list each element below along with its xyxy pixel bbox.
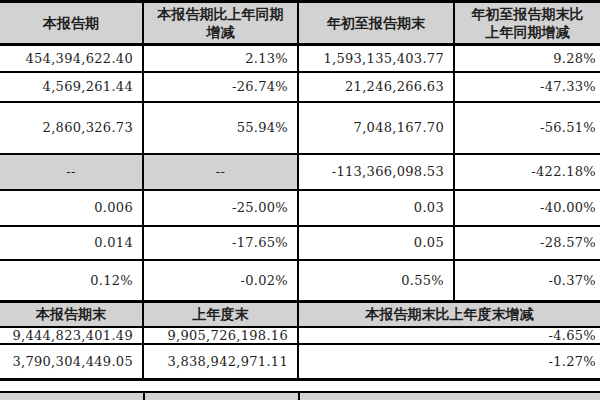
table-cell: 2,860,326.73 — [0, 102, 143, 154]
table-cell: 0.014 — [0, 226, 143, 260]
column-header-period-end: 本报告期末 — [0, 302, 143, 327]
table-cell: -0.37% — [454, 260, 600, 302]
table-cell: 0.006 — [0, 190, 143, 226]
column-header-current-period: 本报告期 — [0, 2, 143, 45]
table-row: 0.006 -25.00% 0.03 -40.00% — [0, 190, 600, 226]
table-cell: -17.65% — [143, 226, 298, 260]
table-cell: 3,790,304,449.05 — [0, 344, 143, 380]
table-cell: 9,444,823,401.49 — [0, 327, 143, 344]
column-header-ytd-yoy-change: 年初至报告期末比上年同期增减 — [454, 2, 600, 45]
table-row: 4,569,261.44 -26.74% 21,246,266.63 -47.3… — [0, 72, 600, 102]
table-row: 0.014 -17.65% 0.05 -28.57% — [0, 226, 600, 260]
table-cell: 1,593,135,403.77 — [298, 45, 454, 72]
results-table: 本报告期 本报告期比上年同期增减 年初至报告期末 年初至报告期末比上年同期增减 … — [0, 0, 600, 381]
table-cell: 3,838,942,971.11 — [143, 344, 298, 380]
table-cell: -1.27% — [298, 344, 600, 380]
table-cell: -56.51% — [454, 102, 600, 154]
table-cell: 9,905,726,198.16 — [143, 327, 298, 344]
table-cell: -40.00% — [454, 190, 600, 226]
table-cell: 0.05 — [298, 226, 454, 260]
table-row: 0.12% -0.02% 0.55% -0.37% — [0, 260, 600, 302]
table-cell: 9.28% — [454, 45, 600, 72]
table-cell: 2.13% — [143, 45, 298, 72]
table-cell: -113,366,098.53 — [298, 154, 454, 190]
section2-header-row: 本报告期末 上年度末 本报告期末比上年度末增减 — [0, 302, 600, 327]
table-cell: -0.02% — [143, 260, 298, 302]
table-cell: -25.00% — [143, 190, 298, 226]
table-cell-placeholder: -- — [0, 154, 143, 190]
table-cell-placeholder: -- — [143, 154, 298, 190]
table-cell: 0.03 — [298, 190, 454, 226]
column-header-period-yoy-change: 本报告期比上年同期增减 — [143, 2, 298, 45]
column-divider — [143, 393, 145, 400]
table-cell: 21,246,266.63 — [298, 72, 454, 102]
column-header-prior-year-end: 上年度末 — [143, 302, 298, 327]
column-header-ytd: 年初至报告期末 — [298, 2, 454, 45]
table-row: 3,790,304,449.05 3,838,942,971.11 -1.27% — [0, 344, 600, 380]
table-cell: 55.94% — [143, 102, 298, 154]
section1-header-row: 本报告期 本报告期比上年同期增减 年初至报告期末 年初至报告期末比上年同期增减 — [0, 2, 600, 45]
table-cell: -47.33% — [454, 72, 600, 102]
table-cell: 4,569,261.44 — [0, 72, 143, 102]
table-cell: 0.12% — [0, 260, 143, 302]
table-cell: -26.74% — [143, 72, 298, 102]
table-cell: -28.57% — [454, 226, 600, 260]
next-row-cutoff-strip — [0, 391, 600, 400]
table-cell: 0.55% — [298, 260, 454, 302]
table-row: 9,444,823,401.49 9,905,726,198.16 -4.65% — [0, 327, 600, 344]
table-cell: 454,394,622.40 — [0, 45, 143, 72]
table-row: -- -- -113,366,098.53 -422.18% — [0, 154, 600, 190]
table-cell: 7,048,167.70 — [298, 102, 454, 154]
table-row: 454,394,622.40 2.13% 1,593,135,403.77 9.… — [0, 45, 600, 72]
table-cell: -422.18% — [454, 154, 600, 190]
financial-report-table: 本报告期 本报告期比上年同期增减 年初至报告期末 年初至报告期末比上年同期增减 … — [0, 0, 600, 400]
column-header-period-end-change: 本报告期末比上年度末增减 — [298, 302, 600, 327]
table-cell: -4.65% — [298, 327, 600, 344]
table-row: 2,860,326.73 55.94% 7,048,167.70 -56.51% — [0, 102, 600, 154]
column-divider — [298, 393, 300, 400]
